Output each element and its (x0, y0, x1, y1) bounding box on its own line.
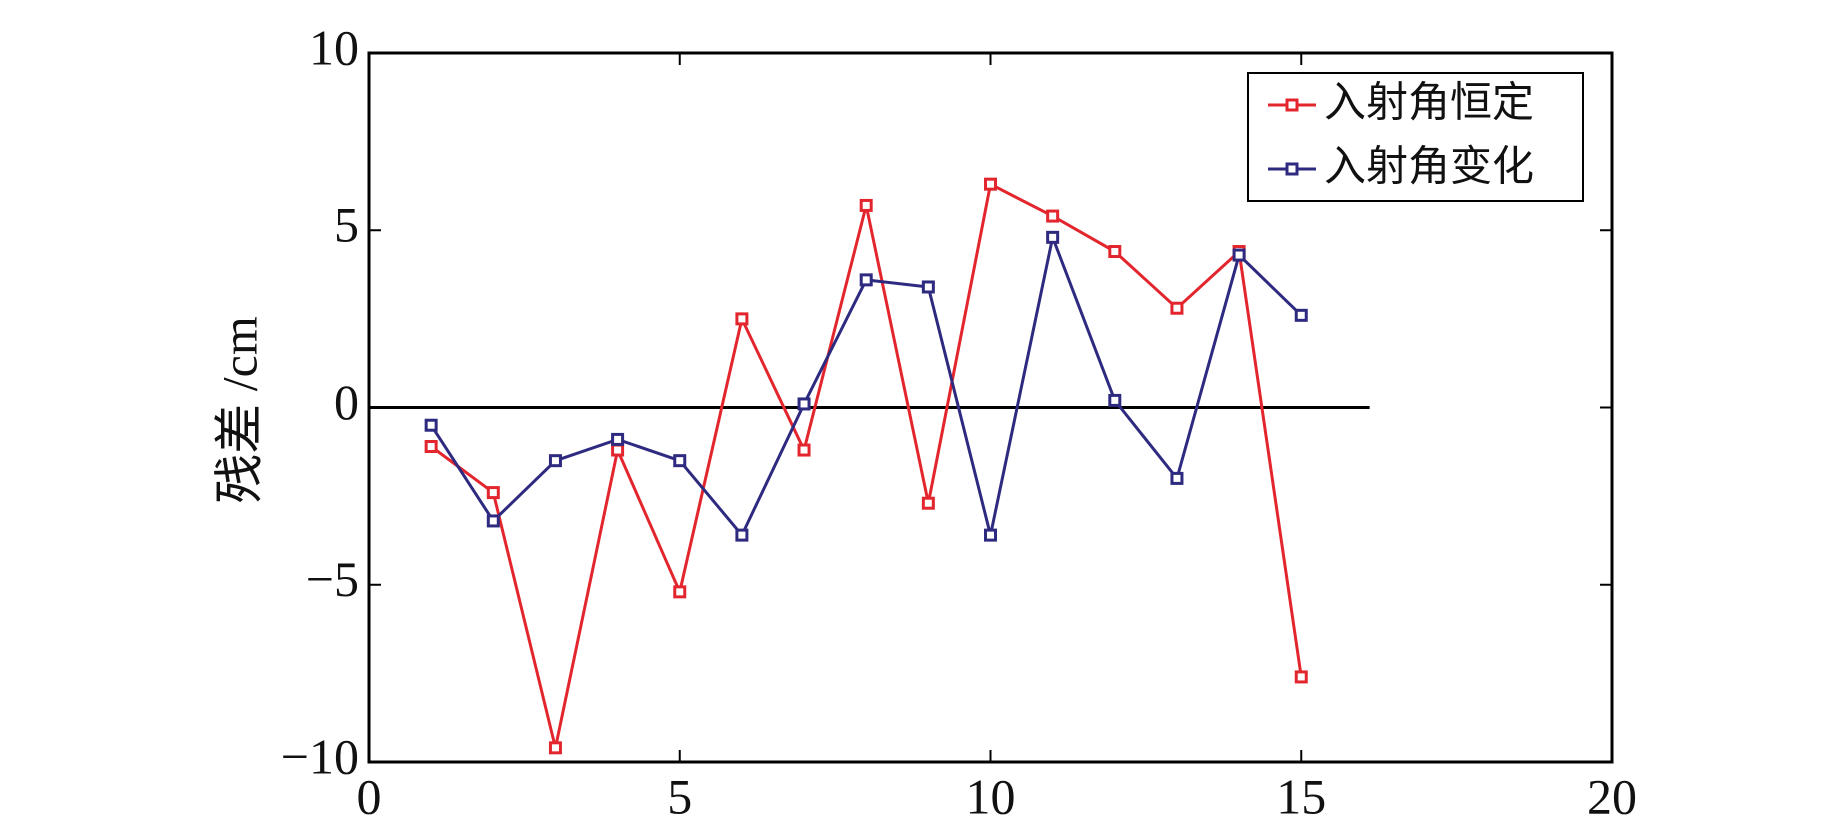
marker (859, 273, 873, 287)
marker (1046, 230, 1060, 244)
marker (1170, 471, 1184, 485)
x-tick-label: 15 (1276, 768, 1326, 824)
marker (486, 486, 500, 500)
marker (611, 432, 625, 446)
marker (1294, 308, 1308, 322)
x-tick-label: 10 (966, 768, 1016, 824)
marker (797, 443, 811, 457)
y-tick-label: −5 (306, 551, 359, 607)
marker (1108, 245, 1122, 259)
x-tick-label: 5 (667, 768, 692, 824)
legend-label: 入射角恒定 (1324, 78, 1534, 127)
marker (921, 280, 935, 294)
marker (424, 439, 438, 453)
marker (548, 741, 562, 755)
marker (611, 443, 625, 457)
marker (1170, 301, 1184, 315)
marker (984, 528, 997, 542)
legend-marker (1285, 162, 1299, 176)
y-tick-label: −10 (281, 728, 359, 784)
marker (673, 454, 687, 468)
marker (735, 312, 749, 326)
marker (1108, 393, 1122, 407)
x-tick-label: 20 (1587, 768, 1637, 824)
marker (797, 397, 811, 411)
marker (921, 496, 935, 510)
marker (1294, 670, 1308, 684)
legend-marker (1285, 98, 1299, 112)
marker (424, 418, 438, 432)
marker (486, 514, 500, 528)
marker (984, 177, 997, 191)
y-tick-label: 0 (334, 374, 359, 430)
marker (673, 585, 687, 599)
legend-box (1247, 72, 1584, 202)
legend-label: 入射角变化 (1324, 142, 1534, 191)
marker (735, 528, 749, 542)
x-tick-label: 0 (357, 768, 382, 824)
y-tick-label: 5 (334, 197, 359, 253)
marker (1232, 248, 1246, 262)
y-axis-label: 残差 /cm (211, 316, 267, 504)
marker (1046, 209, 1060, 223)
marker (859, 198, 873, 212)
y-tick-label: 10 (309, 19, 359, 75)
marker (548, 454, 562, 468)
